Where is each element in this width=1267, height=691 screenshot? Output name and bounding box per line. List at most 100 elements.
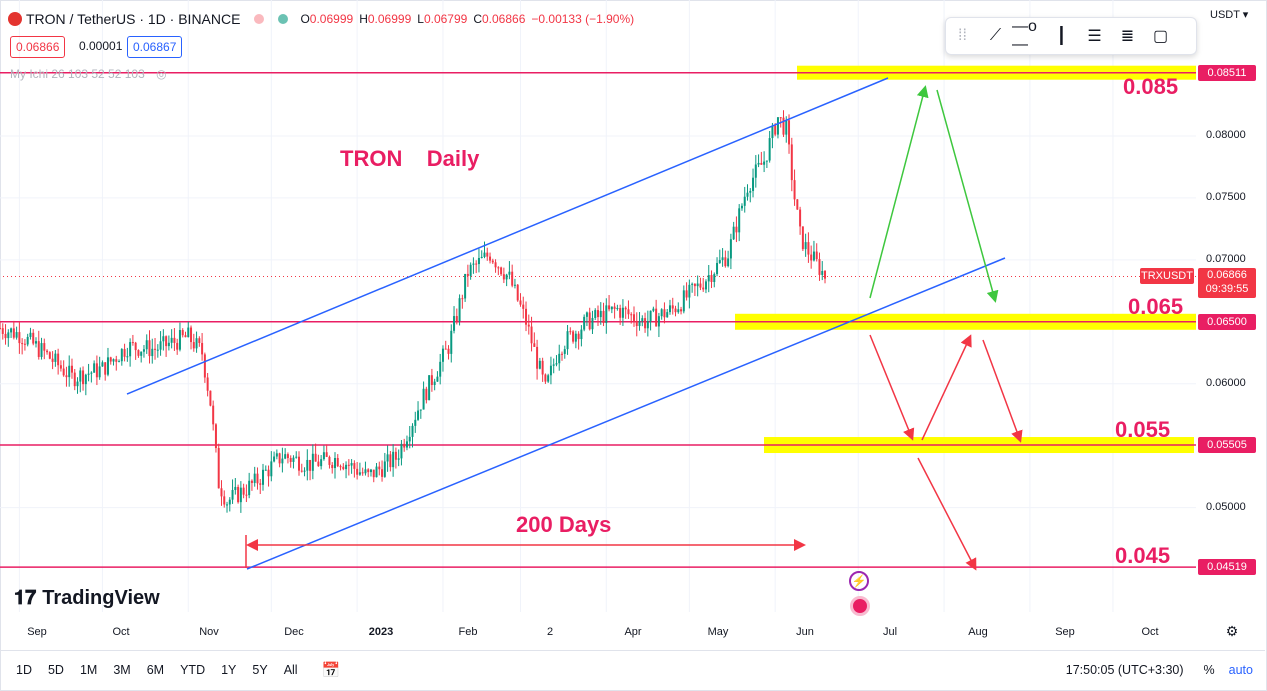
drag-handle-icon[interactable]: ⁞⁞ xyxy=(958,27,967,44)
range-1d[interactable]: 1D xyxy=(16,663,32,677)
ohlc-key: O xyxy=(300,12,310,26)
candle-body xyxy=(322,452,325,460)
candle-body xyxy=(231,489,234,500)
data-status-icon[interactable] xyxy=(278,14,289,24)
candle-body xyxy=(129,342,132,357)
candle-body xyxy=(358,472,361,475)
candle-body xyxy=(613,306,616,309)
current-symbol-label: TRXUSDT xyxy=(1140,268,1194,285)
candle-body xyxy=(436,376,439,382)
candle-body xyxy=(799,209,802,227)
candle-body xyxy=(190,327,193,343)
candle-body xyxy=(724,257,727,267)
candle-body xyxy=(140,351,143,356)
vertical-line-icon[interactable]: ┃ xyxy=(1056,28,1067,45)
candle-body xyxy=(469,264,472,276)
candle-body xyxy=(126,356,129,358)
candle-body xyxy=(192,342,195,349)
candle-body xyxy=(577,333,580,340)
buy-quote[interactable]: 0.06867 xyxy=(127,36,183,58)
candle-body xyxy=(369,469,372,473)
range-6m[interactable]: 6M xyxy=(146,663,165,677)
candle-body xyxy=(591,317,594,330)
candle-body xyxy=(32,332,35,344)
fib-retracement-icon[interactable]: ≣ xyxy=(1120,28,1135,45)
rectangle-icon[interactable]: ▢ xyxy=(1152,28,1169,45)
price-channel xyxy=(126,77,1006,570)
time-tick: Apr xyxy=(624,626,642,638)
candle-body xyxy=(441,348,444,362)
candle-body xyxy=(552,364,555,366)
candle-body xyxy=(245,494,248,496)
candle-body xyxy=(757,162,760,165)
candle-body xyxy=(458,298,461,322)
candle-body xyxy=(62,368,65,376)
symbol-title[interactable]: TRON / TetherUS · 1D · BINANCE xyxy=(26,11,241,27)
candle-body xyxy=(250,480,253,483)
candle-body xyxy=(353,463,356,469)
tradingview-logo[interactable]: 𝟏𝟕 TradingView xyxy=(14,587,160,609)
green-arrow-down xyxy=(936,89,999,303)
level-annotation: 0.045 xyxy=(1115,543,1171,569)
candle-body xyxy=(632,314,635,321)
candle-body xyxy=(453,316,456,331)
date-range-icon[interactable]: 📅 xyxy=(321,662,341,679)
channel-lower-line xyxy=(246,257,1006,570)
candle-body xyxy=(746,192,749,197)
range-5y[interactable]: 5Y xyxy=(252,663,268,677)
candle-body xyxy=(34,341,37,344)
trend-line-icon[interactable]: ⟋ xyxy=(989,27,1002,44)
currency-select[interactable]: USDT ▾ xyxy=(1210,9,1249,21)
range-buttons: 1D 5D 1M 3M 6M YTD 1Y 5Y All xyxy=(0,663,298,677)
candle-body xyxy=(810,254,813,261)
candle-body xyxy=(630,314,633,316)
candle-body xyxy=(508,271,511,275)
candle-body xyxy=(525,308,528,325)
candle-body xyxy=(522,304,525,309)
market-status-icon[interactable] xyxy=(254,14,265,24)
percent-toggle[interactable]: % xyxy=(1203,663,1215,677)
scenario-arrows xyxy=(245,85,1023,571)
candle-body xyxy=(142,349,145,352)
range-1m[interactable]: 1M xyxy=(79,663,98,677)
candle-body xyxy=(652,308,655,311)
range-5d[interactable]: 5D xyxy=(47,663,64,677)
sell-quote[interactable]: 0.06866 xyxy=(10,36,66,58)
indicator-legend[interactable]: My Ichi 26 103 52 52 103 ◎ xyxy=(10,67,167,81)
auto-scale-toggle[interactable]: auto xyxy=(1228,663,1253,677)
candle-body xyxy=(549,365,552,376)
candle-body xyxy=(167,342,170,347)
horizontal-ray-icon[interactable]: —o— xyxy=(1012,18,1037,53)
range-ytd[interactable]: YTD xyxy=(180,663,206,677)
candle-body xyxy=(79,370,82,382)
candle-body xyxy=(37,341,40,357)
candle-body xyxy=(10,328,13,333)
eye-hidden-icon[interactable]: ◎ xyxy=(156,67,167,81)
candle-body xyxy=(76,381,79,387)
candle-body xyxy=(123,349,126,357)
level-price-label: 0.06500 xyxy=(1198,313,1256,330)
clock[interactable]: 17:50:05 (UTC+3:30) xyxy=(1065,663,1184,677)
candle-body xyxy=(754,164,757,178)
candle-body xyxy=(713,274,716,282)
candle-body xyxy=(804,242,807,250)
parallel-channel-icon[interactable]: ☰ xyxy=(1087,28,1102,45)
candle-body xyxy=(763,161,766,165)
us-flag-event-icon[interactable] xyxy=(850,596,870,616)
candle-body xyxy=(70,365,73,373)
candle-body xyxy=(184,335,187,338)
range-3m[interactable]: 3M xyxy=(113,663,131,677)
range-all[interactable]: All xyxy=(283,663,298,677)
candle-body xyxy=(356,468,359,475)
candle-body xyxy=(220,488,223,497)
candle-body xyxy=(538,360,541,369)
candle-body xyxy=(455,316,458,322)
drawing-toolbar: ⁞⁞ ⟋ —o— ┃ ☰ ≣ ▢ xyxy=(945,17,1197,55)
candle-body xyxy=(400,443,403,459)
event-lightning-icon[interactable]: ⚡ xyxy=(849,571,869,591)
candle-body xyxy=(198,338,201,343)
settings-gear-icon[interactable]: ⚙ xyxy=(1225,623,1239,639)
range-1y[interactable]: 1Y xyxy=(221,663,237,677)
candle-body xyxy=(26,336,29,345)
